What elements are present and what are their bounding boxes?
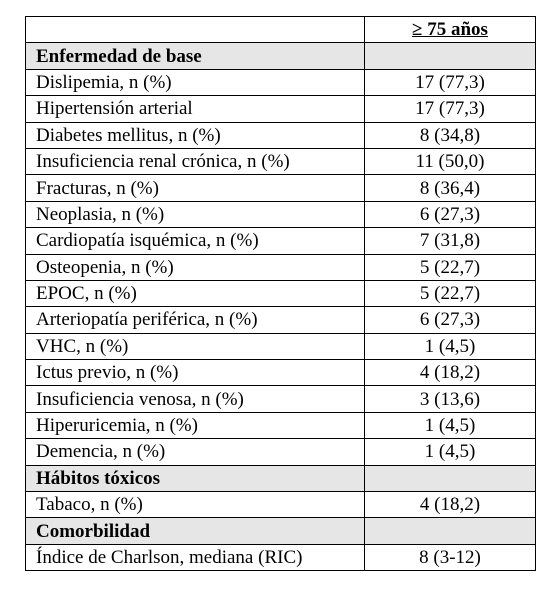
header-cell <box>25 15 365 44</box>
row-label: Índice de Charlson, mediana (RIC) <box>25 543 365 572</box>
data-table: ≥ 75 años Enfermedad de base Dislipemia, … <box>25 15 536 572</box>
data-row: Arteriopatía periférica, n (%) 6 (27,3) <box>25 306 536 334</box>
section-title: Hábitos tóxicos <box>25 464 365 493</box>
row-label: Dislipemia, n (%) <box>25 68 365 97</box>
row-value: 1 (4,5) <box>364 411 536 440</box>
row-value: 5 (22,7) <box>364 253 536 281</box>
data-row: Ictus previo, n (%) 4 (18,2) <box>25 359 536 387</box>
row-label: Fracturas, n (%) <box>25 174 365 202</box>
data-row: EPOC, n (%) 5 (22,7) <box>25 279 536 308</box>
section-title: Enfermedad de base <box>25 42 365 70</box>
row-value: 8 (36,4) <box>364 174 536 202</box>
row-value: 7 (31,8) <box>364 227 536 255</box>
row-label: Diabetes mellitus, n (%) <box>25 121 365 149</box>
row-label: Demencia, n (%) <box>25 438 365 466</box>
row-label: Hipertensión arterial <box>25 95 365 123</box>
header-row: ≥ 75 años <box>25 15 536 44</box>
row-label: Neoplasia, n (%) <box>25 200 365 229</box>
row-value: 8 (34,8) <box>364 121 536 149</box>
data-row: Hiperuricemia, n (%) 1 (4,5) <box>25 411 536 440</box>
header-cell: ≥ 75 años <box>364 15 536 44</box>
row-value: 4 (18,2) <box>364 359 536 387</box>
row-value: 1 (4,5) <box>364 332 536 361</box>
row-label: Tabaco, n (%) <box>25 491 365 519</box>
data-row: VHC, n (%) 1 (4,5) <box>25 332 536 361</box>
data-row: Hipertensión arterial 17 (77,3) <box>25 95 536 123</box>
row-label: Arteriopatía periférica, n (%) <box>25 306 365 334</box>
row-value: 11 (50,0) <box>364 147 536 176</box>
row-label: Hiperuricemia, n (%) <box>25 411 365 440</box>
row-label: EPOC, n (%) <box>25 279 365 308</box>
section-title: Comorbilidad <box>25 517 365 545</box>
data-row: Neoplasia, n (%) 6 (27,3) <box>25 200 536 229</box>
row-value: 3 (13,6) <box>364 385 536 413</box>
section-row: Comorbilidad <box>25 517 536 545</box>
row-label: Insuficiencia venosa, n (%) <box>25 385 365 413</box>
data-row: Insuficiencia venosa, n (%) 3 (13,6) <box>25 385 536 413</box>
row-value: 5 (22,7) <box>364 279 536 308</box>
section-row: Hábitos tóxicos <box>25 464 536 493</box>
row-value: 17 (77,3) <box>364 95 536 123</box>
row-value: 1 (4,5) <box>364 438 536 466</box>
table-body: ≥ 75 años Enfermedad de base Dislipemia, … <box>25 15 536 572</box>
data-row: Índice de Charlson, mediana (RIC) 8 (3-12… <box>25 543 536 572</box>
row-value: 4 (18,2) <box>364 491 536 519</box>
data-row: Cardiopatía isquémica, n (%) 7 (31,8) <box>25 227 536 255</box>
section-blank <box>364 517 536 545</box>
row-label: Osteopenia, n (%) <box>25 253 365 281</box>
section-blank <box>364 464 536 493</box>
row-label: VHC, n (%) <box>25 332 365 361</box>
row-label: Insuficiencia renal crónica, n (%) <box>25 147 365 176</box>
data-row: Diabetes mellitus, n (%) 8 (34,8) <box>25 121 536 149</box>
section-row: Enfermedad de base <box>25 42 536 70</box>
data-row: Insuficiencia renal crónica, n (%) 11 (50… <box>25 147 536 176</box>
row-label: Ictus previo, n (%) <box>25 359 365 387</box>
row-label: Cardiopatía isquémica, n (%) <box>25 227 365 255</box>
section-blank <box>364 42 536 70</box>
row-value: 17 (77,3) <box>364 68 536 97</box>
row-value: 8 (3-12) <box>364 543 536 572</box>
data-row: Demencia, n (%) 1 (4,5) <box>25 438 536 466</box>
data-row: Fracturas, n (%) 8 (36,4) <box>25 174 536 202</box>
data-row: Tabaco, n (%) 4 (18,2) <box>25 491 536 519</box>
row-value: 6 (27,3) <box>364 200 536 229</box>
data-row: Osteopenia, n (%) 5 (22,7) <box>25 253 536 281</box>
data-row: Dislipemia, n (%) 17 (77,3) <box>25 68 536 97</box>
row-value: 6 (27,3) <box>364 306 536 334</box>
column-header: ≥ 75 años <box>412 19 488 41</box>
